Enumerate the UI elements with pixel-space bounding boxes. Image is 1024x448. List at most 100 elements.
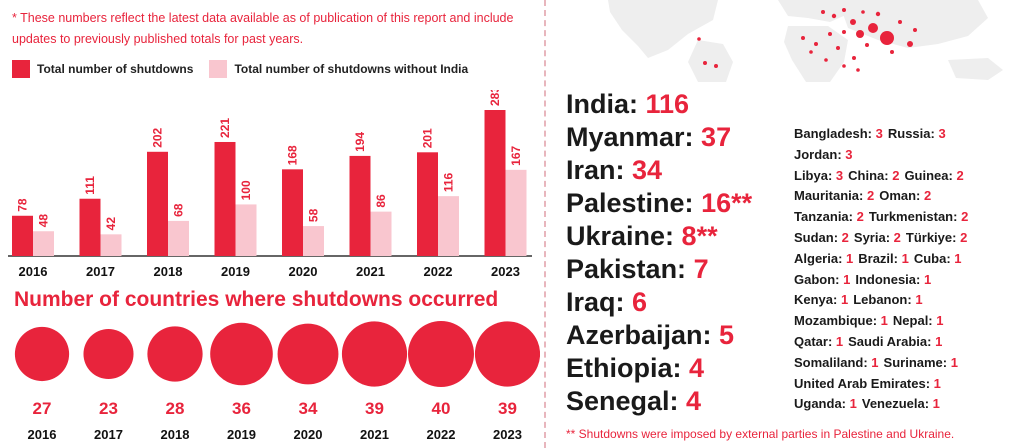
top-country-item: Myanmar: 37 (566, 121, 806, 154)
country-name: Kenya: (794, 292, 841, 308)
other-country-row: Mozambique: 1 Nepal: 1 (794, 311, 1022, 332)
bubble-2019 (210, 322, 273, 386)
bar-total-2023 (484, 110, 506, 256)
bar-total-2022 (417, 152, 438, 256)
country-name: Ukraine: (566, 221, 682, 251)
bubble-year-2017: 2017 (94, 427, 123, 442)
country-count: 2 (961, 209, 969, 225)
country-count: 2 (956, 167, 964, 183)
legend-swatch-total (12, 60, 30, 78)
x-tick-label-2020: 2020 (289, 264, 318, 279)
country-count: 4 (686, 386, 702, 416)
x-tick-label-2016: 2016 (19, 264, 48, 279)
top-country-item: India: 116 (566, 88, 806, 121)
top-country-item: Iran: 34 (566, 154, 806, 187)
other-country-item: Libya: 3 (794, 168, 843, 183)
country-count: 1 (880, 313, 888, 329)
data-label-without-india-2019: 100 (239, 180, 253, 200)
other-country-row: Tanzania: 2 Turkmenistan: 2 (794, 207, 1022, 228)
bar-without-india-2016 (33, 231, 54, 256)
bubble-2021 (341, 321, 408, 387)
other-country-row: United Arab Emirates: 1 (794, 374, 1022, 395)
country-count: 3 (875, 126, 883, 141)
top-countries-list: India: 116 Myanmar: 37 Iran: 34 Palestine: … (566, 88, 806, 418)
legend-item-without-india: Total number of shutdowns without India (209, 60, 468, 78)
other-country-item: Sudan: 2 (794, 230, 849, 245)
bar-without-india-2021 (370, 211, 392, 256)
bubble-value-2022: 40 (432, 399, 451, 418)
legend-label-total: Total number of shutdowns (37, 62, 194, 76)
bubble-value-2018: 28 (166, 399, 185, 418)
country-count: 1 (933, 375, 941, 391)
country-name: Uganda: (794, 396, 850, 412)
other-country-item: Lebanon: 1 (853, 292, 922, 307)
bubble-year-2016: 2016 (28, 427, 57, 442)
data-label-total-2021: 194 (353, 132, 367, 152)
data-label-total-2019: 221 (218, 118, 232, 138)
other-country-item: Indonesia: 1 (855, 272, 931, 287)
country-count: 1 (923, 271, 932, 287)
other-country-item: Bangladesh: 3 (794, 126, 883, 141)
data-label-total-2016: 78 (16, 198, 30, 212)
other-country-item: Tanzania: 2 (794, 209, 864, 224)
data-label-total-2017: 111 (83, 176, 97, 195)
other-country-item: Nepal: 1 (893, 313, 944, 328)
left-panel: * These numbers reflect the latest data … (8, 11, 540, 442)
country-count: 2 (893, 229, 901, 245)
other-country-row: Somaliland: 1 Suriname: 1 (794, 353, 1022, 374)
bar-without-india-2017 (100, 234, 122, 256)
country-name: Lebanon: (853, 292, 916, 308)
country-name: Gabon: (794, 271, 844, 287)
legend: Total number of shutdowns Total number o… (12, 58, 484, 80)
bar-total-2021 (349, 155, 371, 256)
bubble-year-2022: 2022 (427, 427, 456, 442)
data-label-total-2018: 202 (151, 127, 165, 147)
country-name: Bangladesh: (794, 126, 876, 141)
other-country-item: Jordan: 3 (794, 147, 853, 162)
right-panel: India: 116 Myanmar: 37 Iran: 34 Palestine: … (548, 0, 1024, 448)
bar-without-india-2020 (303, 226, 324, 256)
bar-total-2018 (147, 151, 168, 256)
country-count: 8** (681, 221, 718, 251)
bubble-year-2021: 2021 (360, 427, 389, 442)
x-tick-label-2017: 2017 (86, 264, 115, 279)
country-name: Syria: (853, 229, 894, 245)
x-tick-label-2022: 2022 (424, 264, 453, 279)
other-country-row: Kenya: 1 Lebanon: 1 (794, 290, 1022, 311)
country-name: Saudi Arabia: (848, 333, 936, 349)
other-country-item: Syria: 2 (854, 230, 901, 245)
legend-label-without-india: Total number of shutdowns without India (234, 62, 469, 76)
bubble-2023 (474, 321, 540, 387)
world-map (608, 0, 1003, 82)
other-country-item: Saudi Arabia: 1 (848, 334, 942, 349)
country-name: Iraq: (566, 287, 633, 317)
x-tick-label-2018: 2018 (154, 264, 183, 279)
country-name: Ethiopia: (566, 353, 689, 383)
country-count: 2 (856, 209, 864, 225)
other-country-item: Qatar: 1 (794, 334, 843, 349)
other-country-item: Guinea: 2 (904, 168, 963, 183)
x-tick-label-2019: 2019 (221, 264, 250, 279)
country-count: 2 (841, 229, 849, 245)
bubble-value-2017: 23 (99, 399, 118, 418)
data-label-without-india-2017: 42 (104, 217, 118, 231)
bar-without-india-2023 (505, 169, 527, 256)
x-tick-label-2021: 2021 (356, 264, 385, 279)
top-country-item: Azerbaijan: 5 (566, 319, 806, 352)
country-count: 1 (915, 292, 923, 308)
other-country-row: Jordan: 3 (794, 145, 1022, 166)
bubble-year-2018: 2018 (161, 427, 190, 442)
country-name: Cuba: (913, 250, 955, 266)
legend-swatch-without-india (209, 60, 228, 78)
country-name: Azerbaijan: (566, 320, 720, 350)
other-country-item: Kenya: 1 (794, 292, 848, 307)
country-count: 3 (835, 167, 844, 183)
other-country-item: Mozambique: 1 (794, 313, 888, 328)
country-count: 2 (960, 229, 968, 245)
country-count: 1 (932, 396, 940, 412)
data-label-without-india-2023: 167 (509, 145, 523, 165)
country-count: 3 (938, 126, 946, 141)
country-name: Oman: (879, 188, 924, 204)
country-name: Indonesia: (855, 271, 924, 287)
top-country-item: Pakistan: 7 (566, 253, 806, 286)
